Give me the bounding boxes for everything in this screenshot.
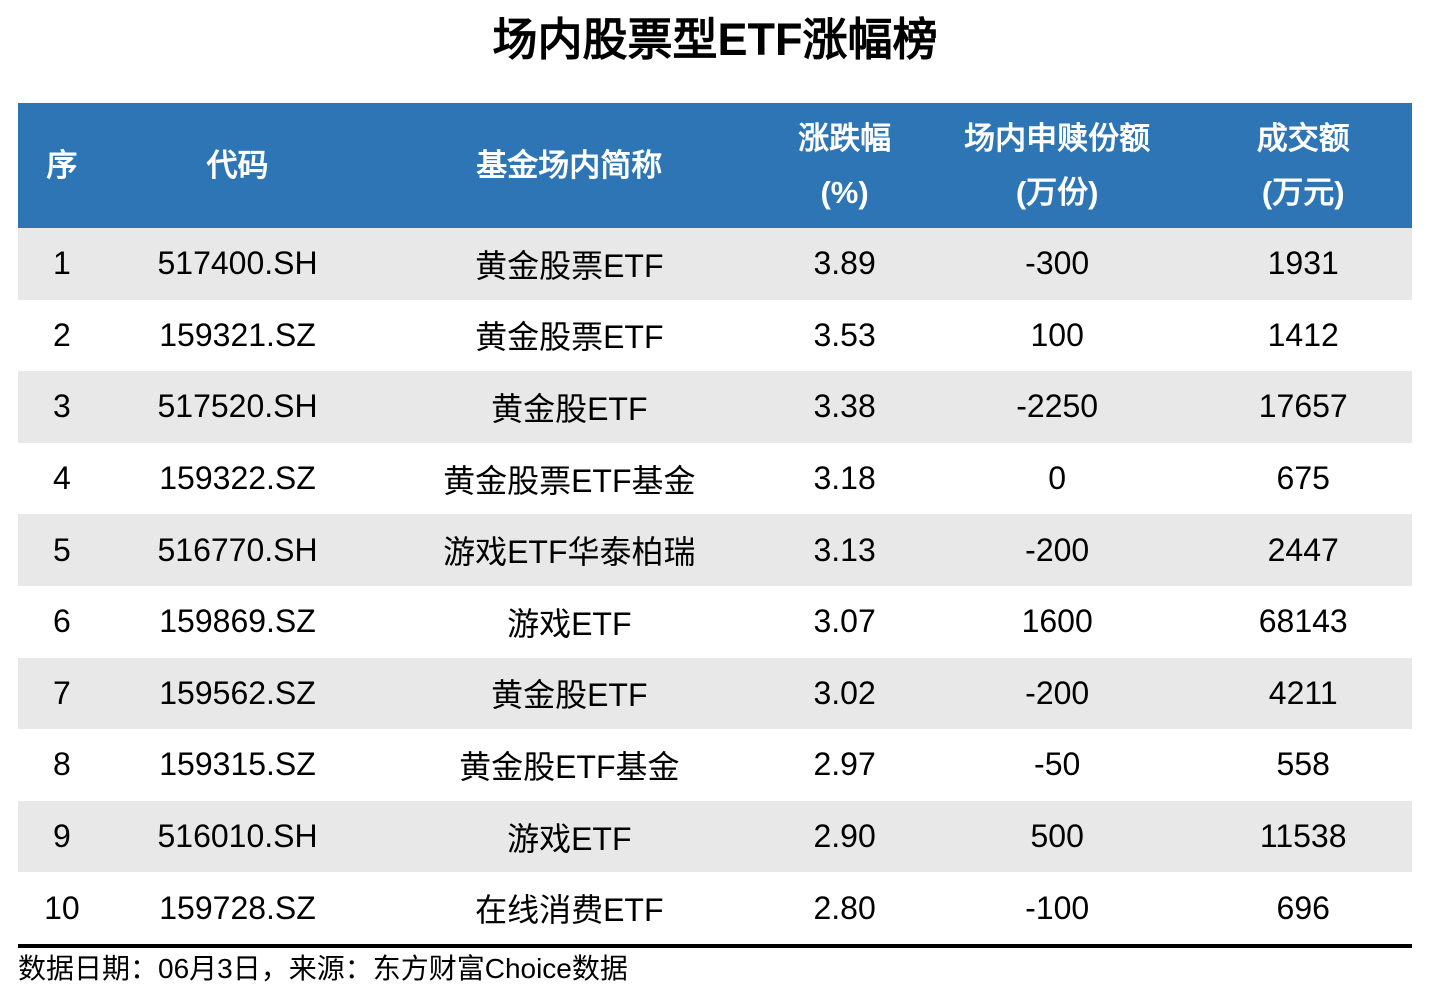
- cell-index: 5: [53, 531, 71, 568]
- cell-turnover: 17657: [1258, 388, 1348, 425]
- col-header-fund-name-label: 基金场内简称: [476, 147, 663, 183]
- col-header-change-pct-line1: 涨跌幅: [798, 121, 892, 157]
- col-header-redemption-shares: 场内申赎份额 (万份): [920, 103, 1195, 228]
- cell-code: 516770.SH: [157, 531, 318, 568]
- col-header-turnover-line1: 成交额: [1256, 121, 1350, 157]
- cell-turnover: 1931: [1267, 245, 1339, 282]
- cell-change-pct: 3.53: [813, 316, 876, 353]
- table-row: 3 517520.SH 黄金股ETF 3.38 -2250 17657: [18, 371, 1412, 443]
- cell-fund-name: 游戏ETF华泰柏瑞: [443, 534, 696, 571]
- source-note: 数据日期：06月3日，来源：东方财富Choice数据: [18, 953, 628, 984]
- cell-code: 159315.SZ: [159, 746, 316, 783]
- cell-fund-name: 游戏ETF: [507, 605, 632, 642]
- cell-code: 159321.SZ: [159, 316, 316, 353]
- cell-turnover: 11538: [1259, 818, 1347, 855]
- cell-fund-name: 在线消费ETF: [475, 892, 664, 929]
- cell-turnover: 68143: [1258, 603, 1348, 640]
- table-header-row: 序 代码 基金场内简称 涨跌幅 (%) 场内申赎份额 (万份) 成交额 (万元): [18, 103, 1412, 228]
- cell-redemption-shares: 0: [1048, 460, 1067, 497]
- table-row: 4 159322.SZ 黄金股票ETF基金 3.18 0 675: [18, 442, 1412, 515]
- cell-redemption-shares: -100: [1025, 889, 1090, 926]
- cell-redemption-shares: -200: [1025, 674, 1090, 711]
- col-header-code-label: 代码: [206, 147, 269, 183]
- cell-turnover: 2447: [1267, 531, 1339, 568]
- col-header-change-pct-line2: (%): [820, 174, 869, 210]
- cell-code: 517520.SH: [157, 388, 318, 425]
- col-header-turnover-line2: (万元): [1261, 174, 1345, 210]
- cell-fund-name: 黄金股ETF: [491, 677, 648, 714]
- col-header-fund-name: 基金场内简称: [369, 103, 769, 228]
- table-row: 10 159728.SZ 在线消费ETF 2.80 -100 696: [18, 872, 1412, 944]
- cell-code: 159322.SZ: [159, 460, 316, 497]
- cell-change-pct: 3.02: [813, 674, 876, 711]
- etf-ranking-table: 序 代码 基金场内简称 涨跌幅 (%) 场内申赎份额 (万份) 成交额 (万元): [18, 103, 1412, 944]
- table-row: 9 516010.SH 游戏ETF 2.90 500 11538: [18, 800, 1412, 873]
- cell-index: 9: [53, 818, 71, 855]
- cell-redemption-shares: 1600: [1021, 603, 1093, 640]
- cell-index: 4: [53, 460, 71, 497]
- cell-turnover: 558: [1276, 746, 1330, 783]
- cell-index: 3: [53, 388, 71, 425]
- table-row: 5 516770.SH 游戏ETF华泰柏瑞 3.13 -200 2447: [18, 514, 1412, 586]
- cell-turnover: 1412: [1267, 316, 1339, 353]
- cell-index: 1: [53, 245, 71, 282]
- col-header-redemption-shares-line1: 场内申赎份额: [964, 121, 1151, 157]
- cell-redemption-shares: -2250: [1016, 388, 1099, 425]
- cell-redemption-shares: -50: [1034, 746, 1081, 783]
- table-row: 2 159321.SZ 黄金股票ETF 3.53 100 1412: [18, 299, 1412, 372]
- col-header-index: 序: [18, 103, 106, 228]
- cell-redemption-shares: 500: [1030, 818, 1084, 855]
- cell-change-pct: 2.97: [813, 746, 876, 783]
- cell-code: 159728.SZ: [159, 889, 316, 926]
- cell-fund-name: 黄金股ETF: [491, 390, 648, 427]
- cell-change-pct: 2.80: [813, 889, 876, 926]
- table-body: 1 517400.SH 黄金股票ETF 3.89 -300 1931 2 159…: [18, 228, 1412, 944]
- cell-redemption-shares: -300: [1025, 245, 1090, 282]
- cell-fund-name: 黄金股票ETF基金: [443, 462, 696, 499]
- cell-code: 159869.SZ: [159, 603, 316, 640]
- cell-redemption-shares: 100: [1030, 316, 1084, 353]
- col-header-index-label: 序: [46, 147, 78, 183]
- cell-turnover: 4211: [1268, 674, 1338, 711]
- cell-redemption-shares: -200: [1025, 531, 1090, 568]
- cell-fund-name: 游戏ETF: [507, 820, 632, 857]
- table-row: 8 159315.SZ 黄金股ETF基金 2.97 -50 558: [18, 729, 1412, 801]
- cell-change-pct: 3.18: [813, 460, 876, 497]
- table-row: 6 159869.SZ 游戏ETF 3.07 1600 68143: [18, 585, 1412, 658]
- cell-turnover: 696: [1276, 889, 1330, 926]
- cell-change-pct: 3.13: [813, 531, 876, 568]
- cell-change-pct: 3.89: [813, 245, 876, 282]
- col-header-redemption-shares-line2: (万份): [1015, 174, 1099, 210]
- cell-turnover: 675: [1276, 460, 1330, 497]
- cell-fund-name: 黄金股票ETF: [475, 247, 664, 284]
- cell-index: 6: [53, 603, 71, 640]
- page-title: 场内股票型ETF涨幅榜: [492, 14, 938, 65]
- divider-line: [18, 944, 1412, 948]
- cell-change-pct: 2.90: [813, 818, 876, 855]
- table-row: 7 159562.SZ 黄金股ETF 3.02 -200 4211: [18, 657, 1412, 730]
- cell-code: 516010.SH: [157, 818, 318, 855]
- cell-change-pct: 3.38: [813, 388, 876, 425]
- cell-fund-name: 黄金股票ETF: [475, 319, 664, 356]
- table-row: 1 517400.SH 黄金股票ETF 3.89 -300 1931: [18, 228, 1412, 300]
- cell-index: 10: [44, 889, 80, 926]
- col-header-change-pct: 涨跌幅 (%): [769, 103, 920, 228]
- cell-index: 8: [53, 746, 71, 783]
- cell-code: 159562.SZ: [159, 674, 316, 711]
- cell-code: 517400.SH: [157, 245, 318, 282]
- cell-fund-name: 黄金股ETF基金: [459, 748, 680, 785]
- cell-index: 7: [53, 674, 71, 711]
- col-header-turnover: 成交额 (万元): [1194, 103, 1411, 228]
- col-header-code: 代码: [106, 103, 369, 228]
- cell-index: 2: [53, 316, 71, 353]
- cell-change-pct: 3.07: [813, 603, 876, 640]
